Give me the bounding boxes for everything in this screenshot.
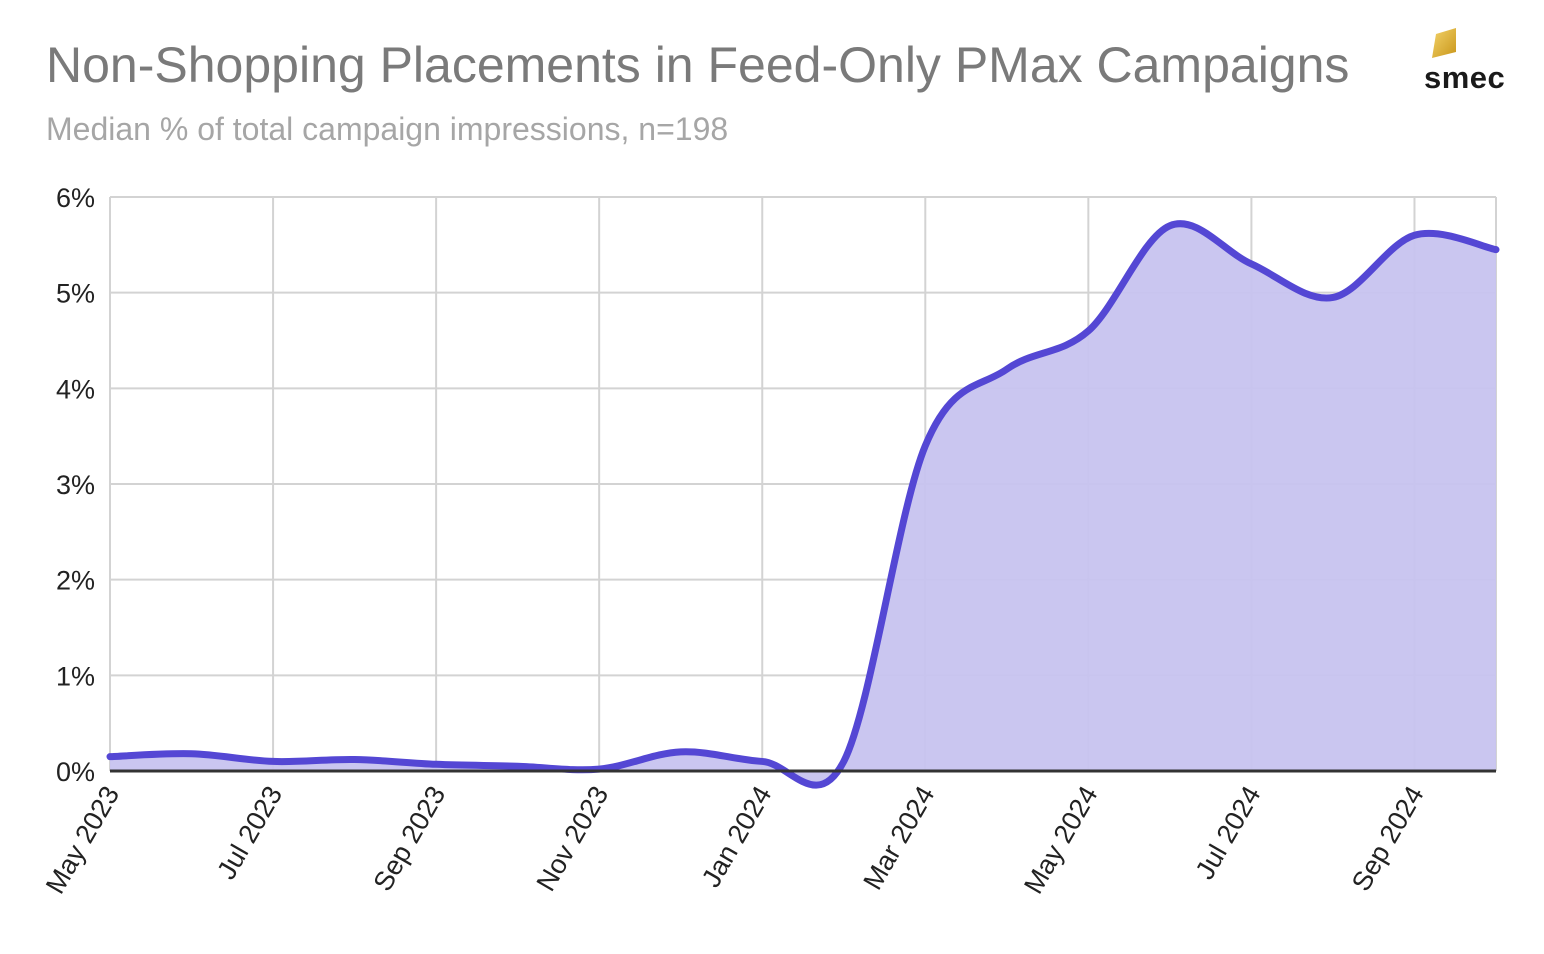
x-tick-label: Jul 2024 [1190, 781, 1267, 884]
chart-subtitle: Median % of total campaign impressions, … [46, 111, 729, 147]
brand-logo: smec [1420, 28, 1510, 98]
y-tick-label: 5% [56, 279, 95, 309]
x-tick-label: Sep 2023 [368, 781, 452, 896]
x-tick-label: Nov 2023 [531, 781, 615, 896]
logo-text: smec [1424, 60, 1506, 95]
y-tick-label: 1% [56, 661, 95, 691]
x-axis-ticks: May 2023 Jul 2023 Sep 2023 Nov 2023 Jan 2024… [40, 781, 1430, 899]
x-tick-label: May 2023 [40, 781, 125, 899]
y-tick-label: 2% [56, 566, 95, 596]
series-fill [110, 223, 1496, 786]
logo-mark-icon [1432, 28, 1456, 58]
y-tick-label: 4% [56, 374, 95, 404]
y-axis-ticks: 0% 1% 2% 3% 4% 5% 6% [56, 183, 95, 787]
y-tick-label: 3% [56, 470, 95, 500]
y-tick-label: 6% [56, 183, 95, 213]
x-tick-label: May 2024 [1018, 781, 1103, 899]
series-area [106, 220, 1500, 789]
x-tick-label: Jan 2024 [696, 781, 778, 892]
x-tick-label: Jul 2023 [211, 781, 288, 884]
x-tick-label: Mar 2024 [857, 781, 940, 895]
x-tick-label: Sep 2024 [1346, 781, 1430, 896]
y-tick-label: 0% [56, 757, 95, 787]
chart-title: Non-Shopping Placements in Feed-Only PMa… [46, 37, 1350, 93]
